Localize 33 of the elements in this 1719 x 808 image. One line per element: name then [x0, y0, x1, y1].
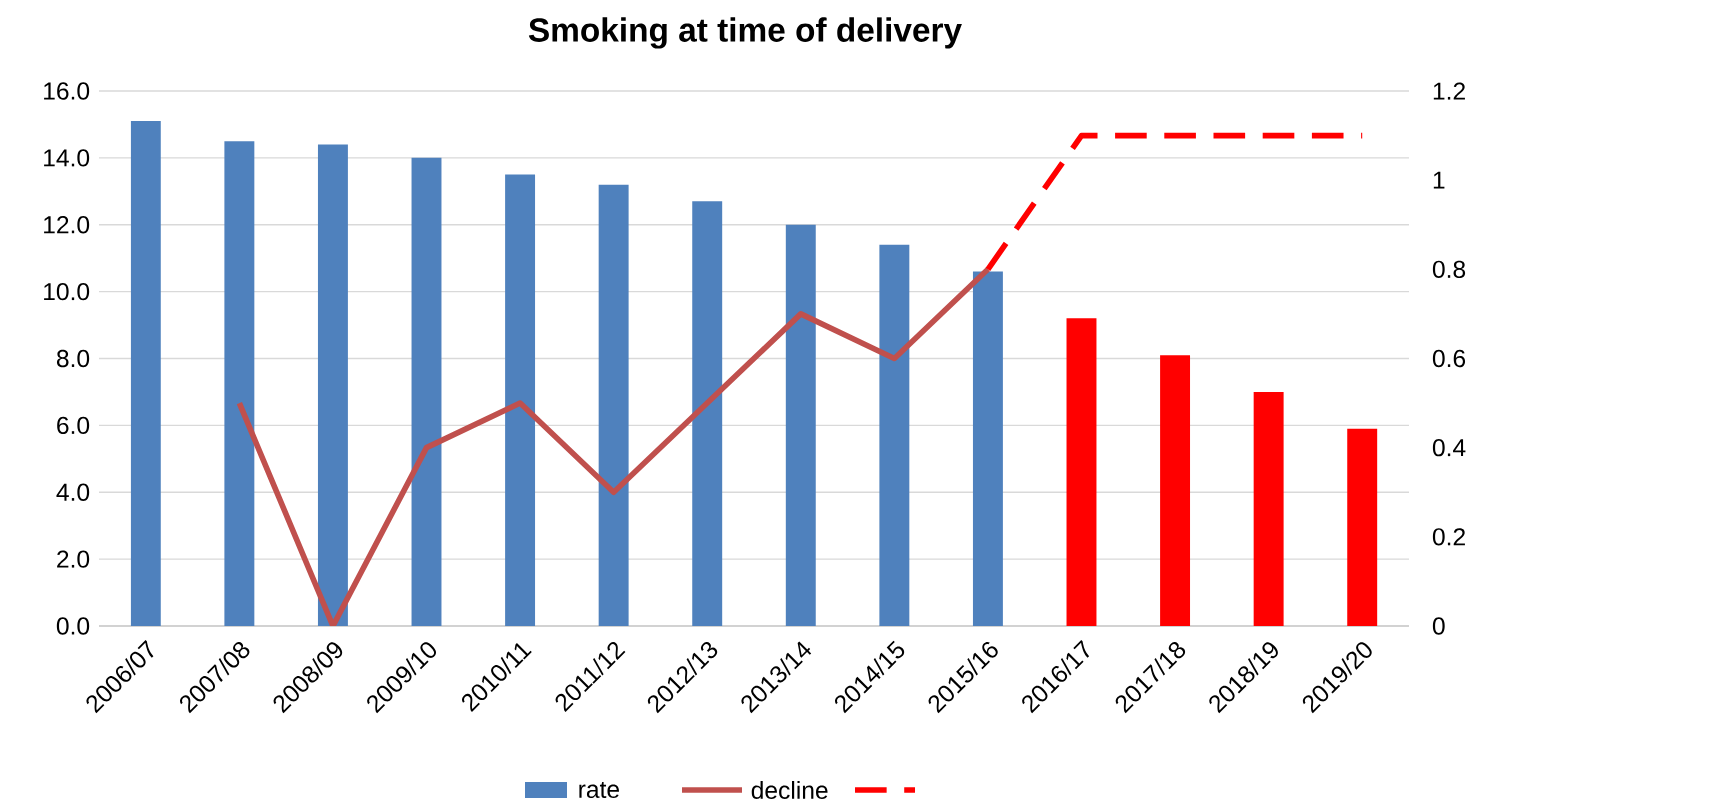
- bar: [598, 184, 629, 626]
- bar: [1160, 355, 1191, 626]
- y2-tick-label: 1: [1433, 171, 1445, 189]
- y2-tick-label: 1.2: [1433, 82, 1465, 100]
- y-tick-label: 12.0: [44, 216, 90, 234]
- bar: [692, 201, 723, 626]
- y-tick-label: 14.0: [44, 149, 90, 167]
- bar: [972, 271, 1003, 626]
- y2-tick-label: 0.6: [1432, 349, 1466, 368]
- bar: [879, 244, 910, 626]
- bar: [317, 144, 348, 626]
- y2-tick-label: 0.8: [1432, 260, 1466, 279]
- y-tick-label: 10.0: [44, 282, 90, 301]
- y2-tick-label: 0.4: [1432, 438, 1466, 457]
- y-tick-label: 0.0: [56, 617, 90, 635]
- y-tick-label: 2.0: [57, 550, 90, 568]
- y-tick-label: 8.0: [56, 349, 90, 368]
- chart-title: Smoking at time of delivery: [528, 17, 962, 49]
- bar: [224, 141, 255, 626]
- y-tick-label: 6.0: [57, 416, 90, 435]
- y-tick-label: 4.0: [56, 483, 90, 501]
- bar: [785, 224, 816, 626]
- bar: [1347, 428, 1378, 626]
- bar: [130, 121, 161, 626]
- bar: [411, 157, 442, 626]
- bar: [1253, 391, 1284, 626]
- bar: [505, 174, 536, 626]
- legend-label: rate: [579, 781, 619, 799]
- y-tick-label: 16.0: [44, 82, 90, 100]
- y2-tick-label: 0.2: [1432, 528, 1465, 546]
- y2-tick-label: 0: [1432, 617, 1445, 635]
- bar: [1066, 318, 1097, 626]
- legend-label: decline: [751, 780, 828, 799]
